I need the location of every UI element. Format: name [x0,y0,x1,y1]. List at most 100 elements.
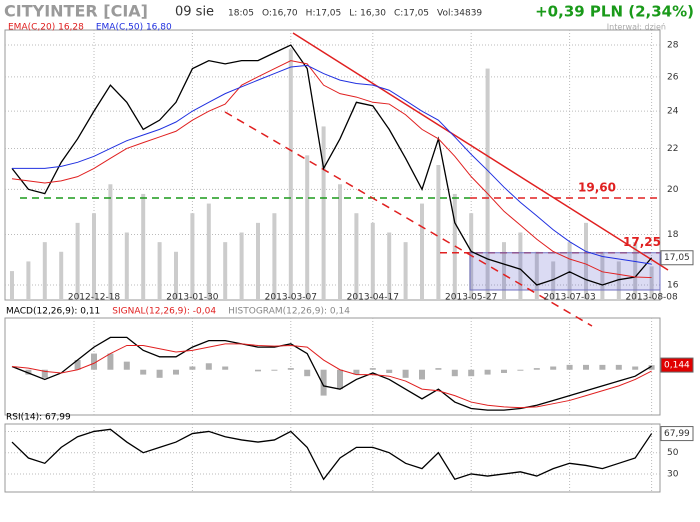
y-tick-label: 24 [667,107,679,117]
histogram-bar [271,369,278,371]
trend-line [224,111,593,327]
histogram-bar [173,369,179,375]
quote-value: C:17,05 [394,9,429,19]
quote-value: Vol:34839 [437,9,482,19]
volume-bar [633,242,638,300]
histogram-bar [91,353,97,370]
histogram-bar [402,369,409,378]
histogram-bar [419,369,425,380]
volume-bar [305,155,310,300]
histogram-bar [205,363,212,370]
histogram-bar [484,369,491,375]
range-box [469,252,661,291]
legend-label: SIGNAL(12,26,9): -0,04 [112,307,216,317]
volume-bar [551,261,556,300]
volume-bar [370,222,375,300]
histogram-bar [648,365,655,370]
volume-bar [206,203,211,300]
legend-label: EMA(C,50) 16,80 [96,23,172,33]
volume-bar [42,242,47,300]
date: 09 sie [175,5,214,20]
y-tick-label: 26 [667,72,679,82]
series-line [11,343,652,409]
histogram-bar [41,369,48,378]
interval: Interwał: dzień [607,23,666,32]
series-line [12,64,652,265]
price-tag [660,357,694,373]
legend-label: EMA(C,20) 16,28 [8,23,84,33]
x-tick-label: 2013-08-08 [625,293,678,303]
histogram-bar [304,369,311,377]
volume-bar [354,213,359,300]
volume-bar [174,251,178,300]
y-tick-label: 30 [667,469,679,479]
histogram-bar [632,366,639,370]
histogram-bar [517,369,524,371]
volume-bar [124,232,129,300]
volume-bar [387,232,392,300]
histogram-bar [123,361,130,370]
volume-bar [518,232,523,300]
volume-bar [616,261,621,300]
histogram-bar [353,369,360,375]
volume-bar [75,222,80,300]
price-tag [660,250,694,266]
price-tag-label: 67,99 [664,429,690,439]
y-tick-label: 18 [667,230,679,240]
x-tick-label: 2013-01-30 [166,293,219,303]
volume-bar [420,203,424,300]
histogram-bar [369,368,376,370]
histogram-bar [599,364,606,370]
histogram-bar [255,369,261,372]
volume-bar [10,271,14,300]
volume-bar [92,213,96,300]
volume-bar [26,261,31,300]
histogram-bar [156,369,163,378]
y-tick-label: 20 [667,185,679,195]
price-tag [660,426,694,442]
volume-bar [452,193,457,300]
histogram-bar [566,364,573,370]
panel [4,29,661,301]
histogram-bar [320,369,327,396]
level-label: 17,25 [623,235,661,249]
volume-bar [584,222,588,300]
series-line [11,336,652,411]
trend-line [292,32,669,271]
price-tag-label: 0,144 [664,361,690,371]
histogram-bar [74,360,81,370]
x-tick-label: 2013-07-03 [543,293,595,303]
volume-bar [403,242,408,300]
histogram-bar [615,364,622,370]
volume-bar [338,184,342,300]
volume-bar [288,49,293,301]
histogram-bar [25,369,32,375]
price-tag-label: 17,05 [664,253,690,263]
legend-label: HISTOGRAM(12,26,9): 0,14 [228,307,350,317]
volume-bar [469,213,474,300]
volume-bar [256,222,260,300]
volume-bar [272,213,277,300]
volume-bar [436,165,441,300]
panel [4,317,661,416]
histogram-bar [583,364,589,370]
volume-bar [600,251,605,300]
volume-bar [485,68,490,300]
volume-bar [502,242,506,300]
change: +0,39 PLN (2,34%) [535,3,694,21]
x-tick-label: 2013-04-17 [347,293,399,303]
volume-bar [534,251,539,300]
legend-label: MACD(12,26,9): 0,11 [6,307,100,317]
y-tick-label: 50 [667,448,679,458]
trend-lines [224,32,669,327]
volume-bar [223,242,228,300]
histogram-bar [140,369,147,375]
histogram-bar [107,353,114,370]
volume-bar [59,251,64,300]
x-tick-label: 2012-12-18 [68,293,121,303]
series-line [11,44,653,286]
x-tick-label: 2013-05-27 [445,293,497,303]
volume-bar [321,126,326,300]
volume-bar [649,266,654,300]
